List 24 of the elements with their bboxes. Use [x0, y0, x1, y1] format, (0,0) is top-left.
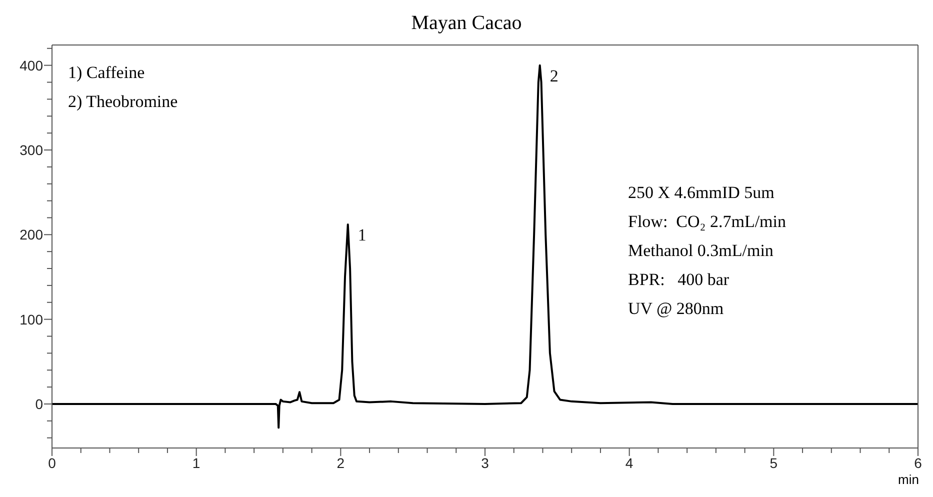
- y-tick-label: 200: [20, 226, 44, 243]
- y-tick-label: 400: [20, 57, 44, 74]
- x-tick-label: 6: [914, 455, 922, 471]
- x-tick-label: 2: [336, 455, 345, 471]
- x-tick-label: 1: [192, 455, 200, 471]
- x-tick-label: 0: [48, 455, 56, 471]
- annotation: 250 X 4.6mmID 5um: [628, 182, 776, 204]
- annotation: UV @ 280nm: [628, 298, 725, 320]
- y-tick-label: 0: [35, 396, 44, 412]
- annotation: 1) Caffeine: [68, 62, 146, 84]
- annotation: Flow: CO₂ 2.7mL/min: [628, 211, 786, 233]
- y-tick-label: 300: [20, 142, 44, 158]
- line-series: [52, 64, 918, 429]
- x-tick-label: 4: [625, 455, 634, 471]
- annotation: BPR: 400 bar: [628, 269, 730, 291]
- y-tick-label: 100: [20, 311, 44, 328]
- chart-title: Mayan Cacao: [410, 12, 523, 35]
- annotation: Methanol 0.3mL/min: [628, 240, 774, 262]
- annotation: 2: [550, 66, 558, 86]
- annotation: 2) Theobromine: [68, 91, 178, 113]
- annotation: 1: [358, 226, 366, 245]
- x-axis-title: min: [898, 472, 919, 487]
- x-tick-label: 3: [481, 455, 490, 471]
- x-tick-label: 5: [770, 455, 778, 471]
